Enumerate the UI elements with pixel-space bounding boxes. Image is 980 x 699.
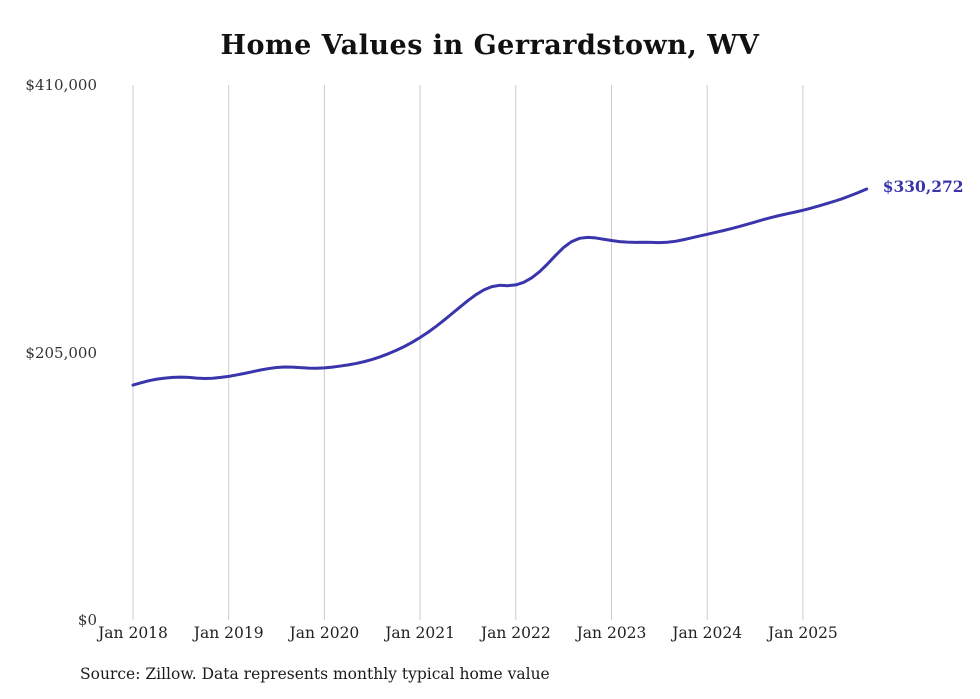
home-value-line (131, 187, 869, 387)
y-tick-label: $0 (77, 611, 97, 629)
x-tick-label: Jan 2018 (98, 624, 168, 642)
x-tick-label: Jan 2025 (767, 624, 838, 642)
end-value-label: $330,272 (882, 177, 964, 197)
x-tick-label: Jan 2024 (672, 624, 743, 642)
y-tick-label: $205,000 (25, 343, 97, 362)
x-tick-label: Jan 2019 (193, 624, 264, 642)
x-tick-label: Jan 2023 (576, 624, 647, 642)
x-tick-label: Jan 2021 (385, 624, 455, 642)
x-tick-label: Jan 2022 (480, 624, 551, 642)
chart-title: Home Values in Gerrardstown, WV (220, 30, 760, 61)
source-note: Source: Zillow. Data represents monthly … (80, 665, 550, 683)
x-tick-label: Jan 2020 (289, 624, 360, 642)
y-tick-label: $410,000 (25, 76, 97, 94)
